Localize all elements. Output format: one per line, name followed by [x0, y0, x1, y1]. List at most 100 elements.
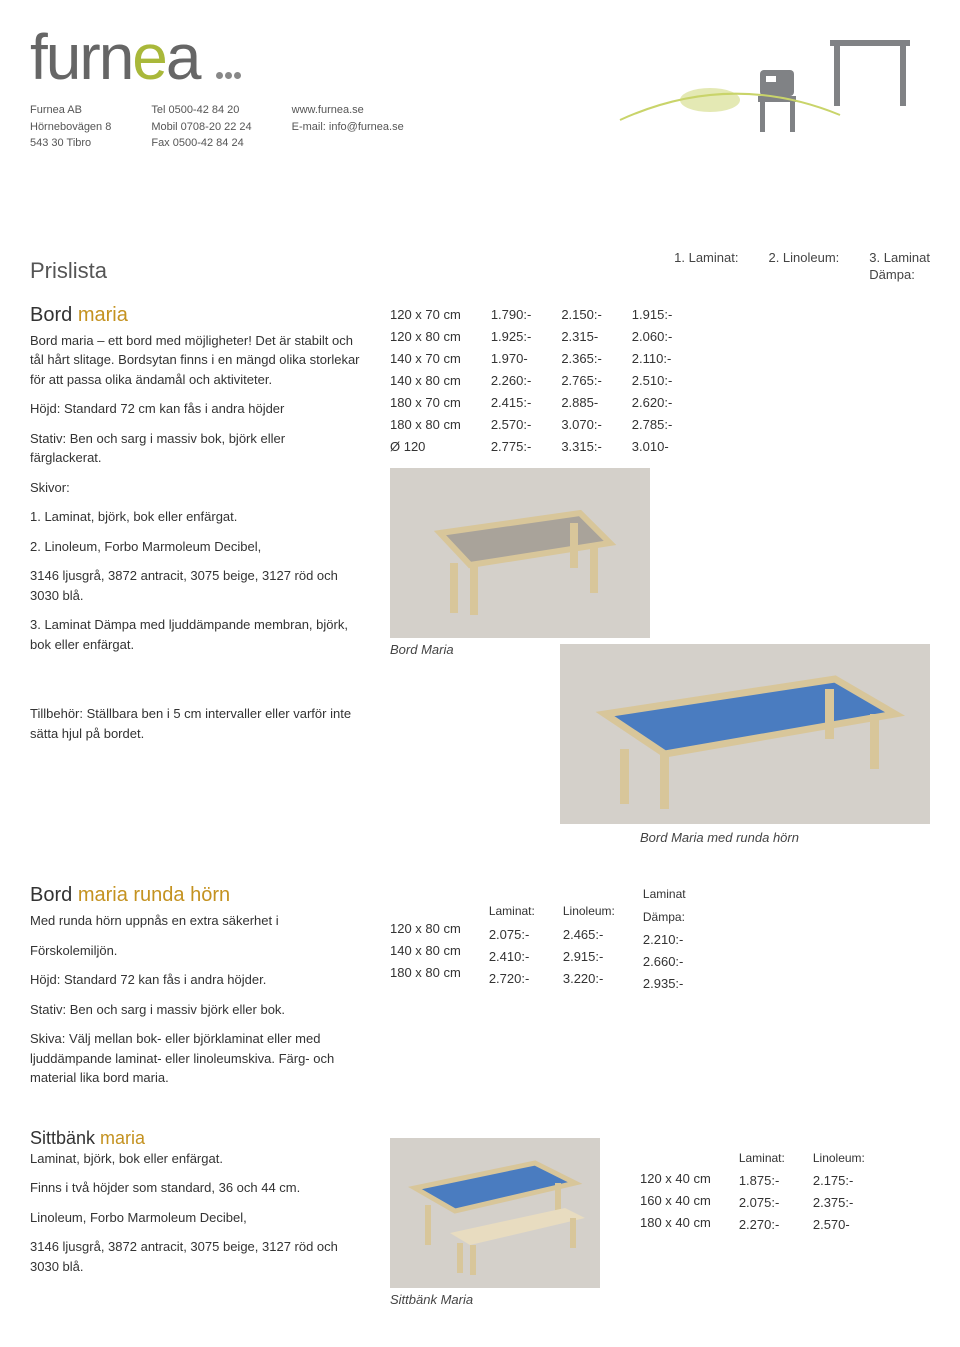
- price: 2.315-: [561, 326, 601, 348]
- price: 2.570:-: [491, 414, 531, 436]
- price: 1.970-: [491, 348, 531, 370]
- bord-maria-prices: 120 x 70 cm 120 x 80 cm 140 x 70 cm 140 …: [390, 304, 930, 665]
- bm-price-table: 120 x 70 cm 120 x 80 cm 140 x 70 cm 140 …: [390, 304, 930, 459]
- price: 3.070:-: [561, 414, 601, 436]
- bm-p7: 3146 ljusgrå, 3872 antracit, 3075 beige,…: [30, 566, 360, 605]
- bm-p6: 2. Linoleum, Forbo Marmoleum Decibel,: [30, 537, 360, 557]
- size: 140 x 80 cm: [390, 940, 461, 962]
- page-header: furnea Furnea AB Hörnebovägen 8 543 30 T…: [30, 20, 930, 220]
- price: 2.410:-: [489, 946, 535, 968]
- bm-p3: Stativ: Ben och sarg i massiv bok, björk…: [30, 429, 360, 468]
- sittbank-caption: Sittbänk Maria: [390, 1292, 610, 1307]
- price: 2.570-: [813, 1214, 865, 1236]
- sb-price-table: 120 x 40 cm 160 x 40 cm 180 x 40 cm Lami…: [640, 1148, 930, 1237]
- price: 1.925:-: [491, 326, 531, 348]
- sb-p2: Finns i två höjder som standard, 36 och …: [30, 1178, 360, 1198]
- bm-col3: 1.915:- 2.060:- 2.110:- 2.510:- 2.620:- …: [632, 304, 672, 459]
- size: 140 x 80 cm: [390, 370, 461, 392]
- size: 160 x 40 cm: [640, 1190, 711, 1212]
- runda-price-table: 120 x 80 cm 140 x 80 cm 180 x 80 cm Lami…: [390, 884, 930, 995]
- price: 2.510:-: [632, 370, 672, 392]
- tel-line: Tel 0500-42 84 20: [151, 102, 251, 119]
- price: 2.210:-: [643, 929, 686, 951]
- bord-maria-text: Bord maria Bord maria – ett bord med möj…: [30, 304, 360, 665]
- price-col-3-label: 3. Laminat Dämpa:: [869, 250, 930, 284]
- price: 2.915:-: [563, 946, 615, 968]
- price: 2.060:-: [632, 326, 672, 348]
- sittbank-title: Sittbänk maria: [30, 1128, 360, 1149]
- price: 3.220:-: [563, 968, 615, 990]
- price: 2.620:-: [632, 392, 672, 414]
- size: Ø 120: [390, 436, 461, 458]
- blue-table-image-block: Bord Maria med runda hörn: [560, 634, 930, 845]
- price: 2.260:-: [491, 370, 531, 392]
- prislista-row: Prislista 1. Laminat: 2. Linoleum: 3. La…: [30, 250, 930, 284]
- price: 1.875:-: [739, 1170, 785, 1192]
- bm-p2: Höjd: Standard 72 cm kan fås i andra höj…: [30, 399, 360, 419]
- runda-title: Bord maria runda hörn: [30, 884, 360, 907]
- size: 140 x 70 cm: [390, 348, 461, 370]
- price: 2.175:-: [813, 1170, 865, 1192]
- size: 180 x 70 cm: [390, 392, 461, 414]
- price: 2.110:-: [632, 348, 672, 370]
- price: 2.785:-: [632, 414, 672, 436]
- logo: furnea: [30, 20, 404, 94]
- price: 2.075:-: [489, 924, 535, 946]
- price: 2.765:-: [561, 370, 601, 392]
- logo-accent: e: [132, 21, 166, 93]
- price: 2.075:-: [739, 1192, 785, 1214]
- sittbank-prices: 120 x 40 cm 160 x 40 cm 180 x 40 cm Lami…: [640, 1128, 930, 1307]
- sb-p4: 3146 ljusgrå, 3872 antracit, 3075 beige,…: [30, 1237, 360, 1276]
- header-info: Furnea AB Hörnebovägen 8 543 30 Tibro Te…: [30, 102, 404, 152]
- sb-p3: Linoleum, Forbo Marmoleum Decibel,: [30, 1208, 360, 1228]
- section-runda: Bord maria runda hörn Med runda hörn upp…: [30, 884, 930, 1098]
- logo-prefix: furn: [30, 21, 132, 93]
- price: 2.775:-: [491, 436, 531, 458]
- bord-maria-image: [390, 468, 650, 638]
- tillbehor-block: Tillbehör: Ställbara ben i 5 cm interval…: [30, 664, 360, 743]
- phone-block: Tel 0500-42 84 20 Mobil 0708-20 22 24 Fa…: [151, 102, 251, 152]
- blue-table-caption: Bord Maria med runda hörn: [640, 830, 930, 845]
- sb-p1: Laminat, björk, bok eller enfärgat.: [30, 1149, 360, 1169]
- runda-p3: Höjd: Standard 72 kan fås i andra höjder…: [30, 970, 360, 990]
- address-line: 543 30 Tibro: [30, 135, 111, 152]
- sittbank-text: Sittbänk maria Laminat, björk, bok eller…: [30, 1128, 360, 1307]
- runda-p1: Med runda hörn uppnås en extra säkerhet …: [30, 911, 360, 931]
- sittbank-image-block: Sittbänk Maria: [390, 1128, 610, 1307]
- address-line: Furnea AB: [30, 102, 111, 119]
- section-sittbank: Sittbänk maria Laminat, björk, bok eller…: [30, 1128, 930, 1307]
- section-bord-maria: Bord maria Bord maria – ett bord med möj…: [30, 304, 930, 665]
- logo-block: furnea Furnea AB Hörnebovägen 8 543 30 T…: [30, 20, 404, 152]
- bord-maria-title: Bord maria: [30, 304, 360, 327]
- price: 2.935:-: [643, 973, 686, 995]
- price: 2.375:-: [813, 1192, 865, 1214]
- size: 120 x 70 cm: [390, 304, 461, 326]
- sb-col2: Linoleum: 2.175:- 2.375:- 2.570-: [813, 1148, 865, 1237]
- price: 2.415:-: [491, 392, 531, 414]
- runda-text: Bord maria runda hörn Med runda hörn upp…: [30, 884, 360, 1098]
- price: 3.315:-: [561, 436, 601, 458]
- price: 2.270:-: [739, 1214, 785, 1236]
- size: 120 x 40 cm: [640, 1168, 711, 1190]
- www-line: www.furnea.se: [292, 102, 404, 119]
- price: 2.150:-: [561, 304, 601, 326]
- bm-p5: 1. Laminat, björk, bok eller enfärgat.: [30, 507, 360, 527]
- page-title: Prislista: [30, 258, 107, 284]
- web-block: www.furnea.se E-mail: info@furnea.se: [292, 102, 404, 152]
- price: 1.790:-: [491, 304, 531, 326]
- fax-line: Fax 0500-42 84 24: [151, 135, 251, 152]
- price: 3.010-: [632, 436, 672, 458]
- bm-p4: Skivor:: [30, 478, 360, 498]
- runda-prices: 120 x 80 cm 140 x 80 cm 180 x 80 cm Lami…: [390, 884, 930, 1098]
- logo-suffix: a: [166, 21, 200, 93]
- size: 120 x 80 cm: [390, 326, 461, 348]
- price-col-2-label: 2. Linoleum:: [768, 250, 839, 284]
- runda-p2: Förskolemiljön.: [30, 941, 360, 961]
- bm-p1: Bord maria – ett bord med möjligheter! D…: [30, 331, 360, 390]
- runda-col3: Laminat Dämpa: 2.210:- 2.660:- 2.935:-: [643, 884, 686, 995]
- size: 120 x 80 cm: [390, 918, 461, 940]
- blue-table-area: Tillbehör: Ställbara ben i 5 cm interval…: [30, 664, 930, 864]
- blue-table-image: [560, 644, 930, 824]
- runda-col2: Linoleum: 2.465:- 2.915:- 3.220:-: [563, 884, 615, 995]
- sb-col1: Laminat: 1.875:- 2.075:- 2.270:-: [739, 1148, 785, 1237]
